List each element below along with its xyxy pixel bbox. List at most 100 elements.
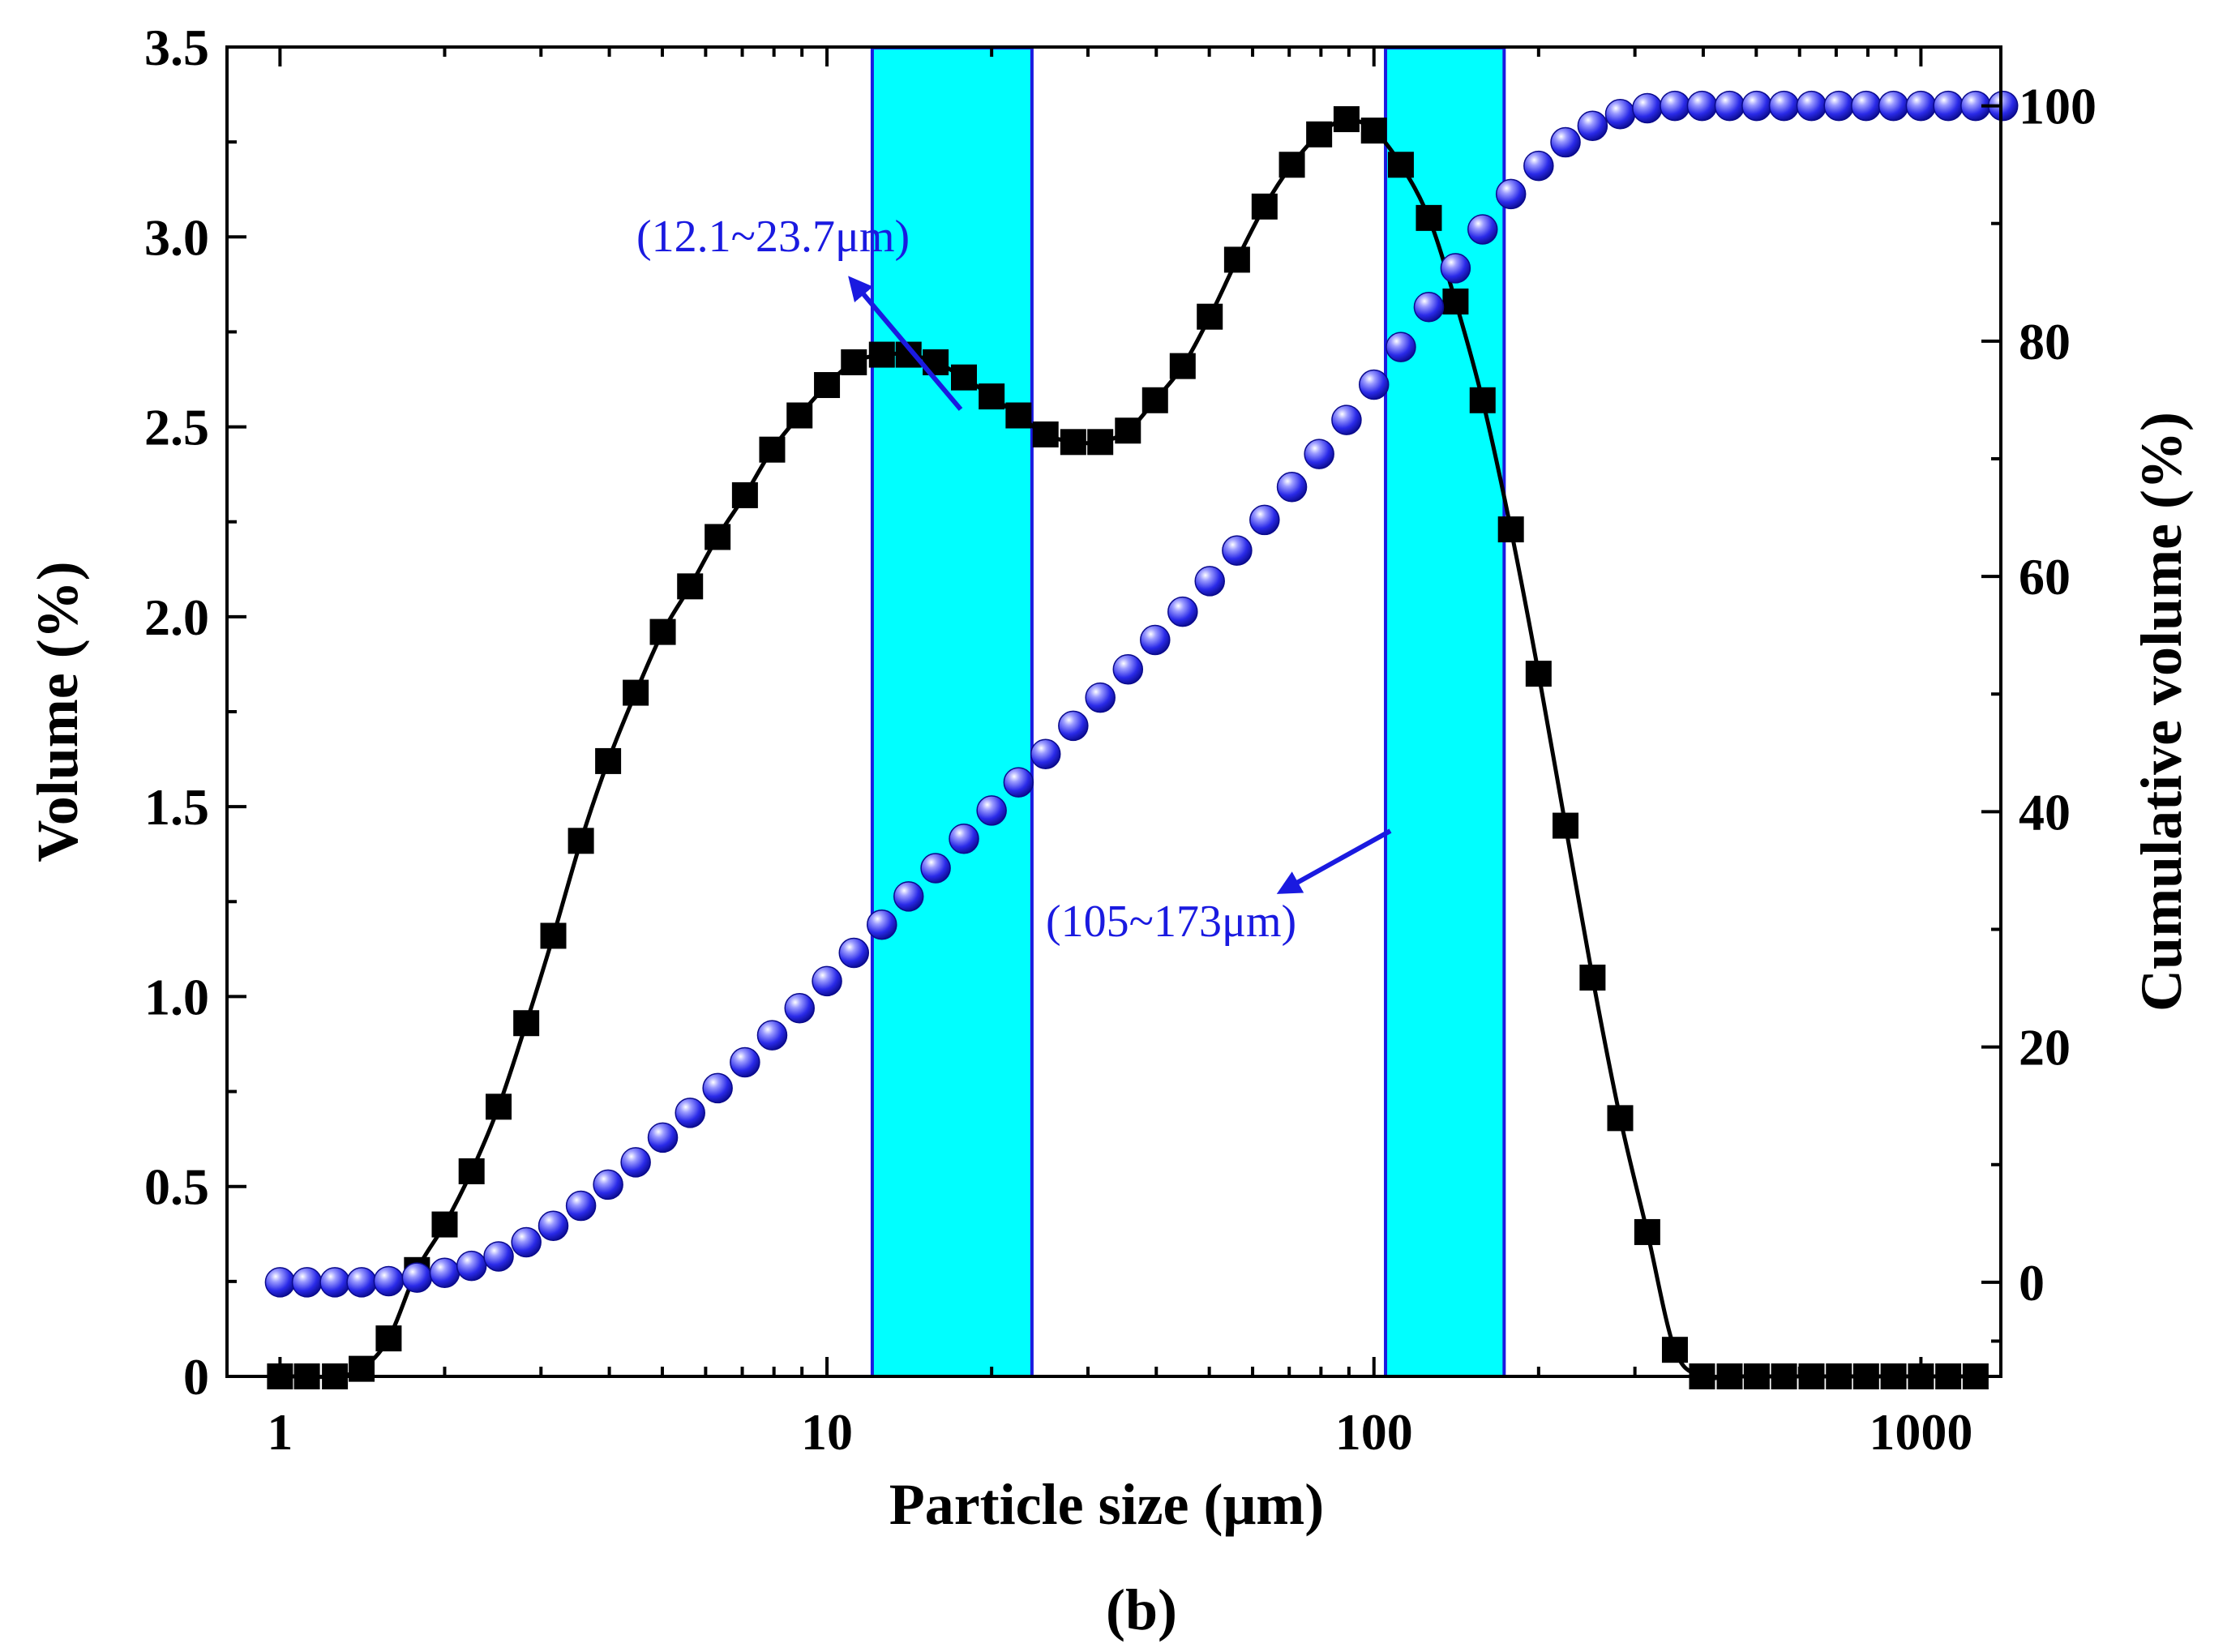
volume-point	[1579, 965, 1606, 991]
volume-point	[1251, 193, 1278, 220]
volume-point	[567, 828, 594, 854]
cumulative-point	[319, 1267, 350, 1298]
cumulative-point	[756, 1020, 788, 1051]
cumulative-point	[1085, 682, 1116, 713]
volume-point	[731, 481, 758, 508]
volume-point	[1525, 661, 1552, 687]
y-left-tick-label: 3.0	[144, 208, 209, 266]
y-left-tick-label: 1.5	[144, 778, 209, 836]
cumulative-point	[1632, 92, 1663, 124]
volume-point	[1060, 429, 1086, 456]
y-right-tick-label: 100	[2019, 78, 2097, 135]
cumulative-point	[812, 965, 842, 997]
cumulative-point	[1194, 566, 1225, 597]
volume-point	[1607, 1105, 1634, 1132]
cumulative-point	[1741, 90, 1772, 122]
cumulative-point	[1276, 472, 1308, 503]
cumulative-point	[291, 1267, 323, 1298]
x-tick-label: 1	[267, 1403, 293, 1461]
y-left-tick-label: 2.5	[144, 399, 209, 456]
y-right-tick-label: 40	[2019, 783, 2071, 841]
cumulative-point	[1523, 150, 1554, 182]
cumulative-point	[675, 1098, 705, 1128]
volume-point	[375, 1325, 402, 1352]
cumulative-point	[647, 1122, 679, 1153]
cumulative-point	[702, 1072, 733, 1104]
cumulative-point	[1358, 369, 1390, 400]
cumulative-point	[1413, 291, 1445, 323]
volume-point	[1115, 417, 1141, 444]
y-left-axis-ticks: 0 0.5 1.0 1.5 2.0 2.5 3.0 3.5	[144, 19, 246, 1406]
annotation-arrow-left	[848, 276, 963, 411]
volume-point	[1553, 812, 1579, 839]
cumulative-point	[538, 1210, 569, 1241]
y-right-axis-title: Cumulative volume (%)	[2129, 412, 2194, 1012]
volume-point	[1278, 152, 1305, 178]
y-left-tick-label: 2.0	[144, 588, 209, 646]
volume-point	[759, 436, 786, 463]
x-axis-title: Particle size (μm)	[889, 1472, 1325, 1537]
cumulative-point	[1905, 90, 1937, 122]
cumulative-markers	[264, 90, 2019, 1298]
x-tick-label: 100	[1335, 1403, 1413, 1461]
volume-point	[540, 922, 567, 949]
cumulative-point	[1714, 90, 1745, 122]
cumulative-point	[1577, 110, 1608, 141]
cumulative-point	[1878, 90, 1909, 122]
volume-point	[786, 402, 813, 429]
volume-point	[841, 349, 867, 375]
cumulative-point	[1331, 404, 1362, 435]
cumulative-point	[429, 1257, 460, 1289]
y-left-axis-title: Volume (%)	[25, 561, 90, 862]
volume-series	[280, 117, 1976, 1380]
cumulative-point	[893, 881, 924, 912]
cumulative-point	[1933, 90, 1964, 122]
cumulative-point	[1304, 439, 1334, 469]
y-right-tick-label: 60	[2019, 548, 2071, 606]
volume-point	[1032, 421, 1059, 447]
volume-line	[280, 117, 1976, 1380]
cumulative-point	[1386, 332, 1416, 362]
cumulative-point	[1058, 710, 1089, 742]
cumulative-point	[511, 1226, 542, 1258]
cumulative-point	[373, 1265, 405, 1297]
volume-point	[431, 1211, 458, 1238]
volume-point	[1306, 121, 1333, 148]
cumulative-point	[1604, 98, 1636, 130]
cumulative-point	[1660, 90, 1690, 122]
volume-point	[486, 1093, 512, 1120]
cumulative-point	[1495, 178, 1527, 210]
cumulative-point	[1140, 624, 1171, 656]
cumulative-point	[1686, 90, 1718, 122]
plot-frame	[225, 45, 2002, 1378]
cumulative-point	[1112, 654, 1144, 685]
cumulative-point	[620, 1147, 651, 1178]
volume-point	[623, 679, 649, 706]
cumulative-point	[784, 992, 815, 1024]
y-left-tick-label: 0.5	[144, 1158, 209, 1216]
cumulative-point	[1550, 126, 1581, 158]
y-left-tick-label: 3.5	[144, 19, 209, 76]
cumulative-point	[565, 1190, 597, 1222]
y-right-tick-label: 80	[2019, 313, 2071, 370]
cumulative-point	[867, 909, 897, 940]
cumulative-point	[1249, 504, 1280, 536]
volume-point	[705, 524, 731, 550]
volume-point	[1416, 204, 1442, 231]
cumulative-point	[1467, 214, 1498, 245]
cumulative-point	[730, 1046, 760, 1078]
cumulative-point	[1167, 596, 1198, 627]
cumulative-point	[1222, 535, 1253, 566]
volume-point	[1087, 429, 1114, 456]
volume-point	[1497, 516, 1524, 543]
volume-point	[1333, 106, 1360, 133]
y-right-tick-label: 20	[2019, 1019, 2071, 1076]
cumulative-point	[1851, 90, 1882, 122]
highlight-band-2	[1384, 46, 1506, 1378]
volume-point	[1141, 387, 1168, 413]
volume-point	[1661, 1337, 1688, 1363]
volume-point	[979, 383, 1005, 410]
volume-markers	[267, 106, 1989, 1389]
cumulative-point	[1030, 738, 1061, 769]
cumulative-point	[1003, 767, 1034, 798]
